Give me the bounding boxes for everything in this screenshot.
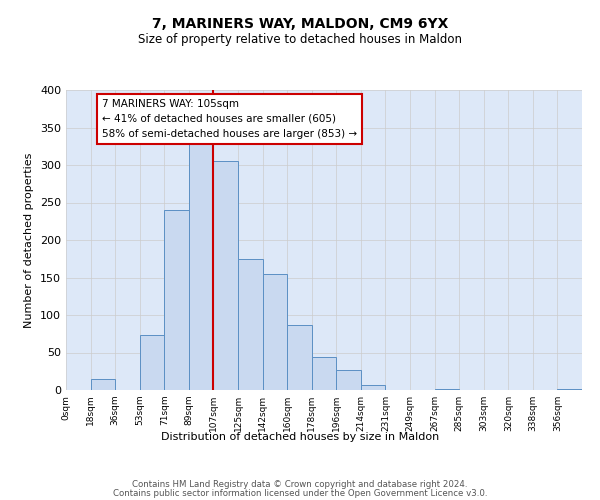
Text: Distribution of detached houses by size in Maldon: Distribution of detached houses by size … [161, 432, 439, 442]
Text: 7 MARINERS WAY: 105sqm
← 41% of detached houses are smaller (605)
58% of semi-de: 7 MARINERS WAY: 105sqm ← 41% of detached… [102, 99, 357, 138]
Bar [287, 325, 312, 390]
Text: Size of property relative to detached houses in Maldon: Size of property relative to detached ho… [138, 32, 462, 46]
Text: 7, MARINERS WAY, MALDON, CM9 6YX: 7, MARINERS WAY, MALDON, CM9 6YX [152, 18, 448, 32]
Y-axis label: Number of detached properties: Number of detached properties [25, 152, 34, 328]
Text: Contains public sector information licensed under the Open Government Licence v3: Contains public sector information licen… [113, 489, 487, 498]
Bar [91, 379, 115, 390]
Bar [140, 335, 164, 390]
Bar [434, 388, 459, 390]
Bar [336, 370, 361, 390]
Bar [312, 357, 336, 390]
Bar [557, 388, 582, 390]
Bar [263, 274, 287, 390]
Text: Contains HM Land Registry data © Crown copyright and database right 2024.: Contains HM Land Registry data © Crown c… [132, 480, 468, 489]
Bar [189, 138, 214, 390]
Bar [164, 210, 189, 390]
Bar [214, 161, 238, 390]
Bar [361, 385, 385, 390]
Bar [238, 259, 263, 390]
